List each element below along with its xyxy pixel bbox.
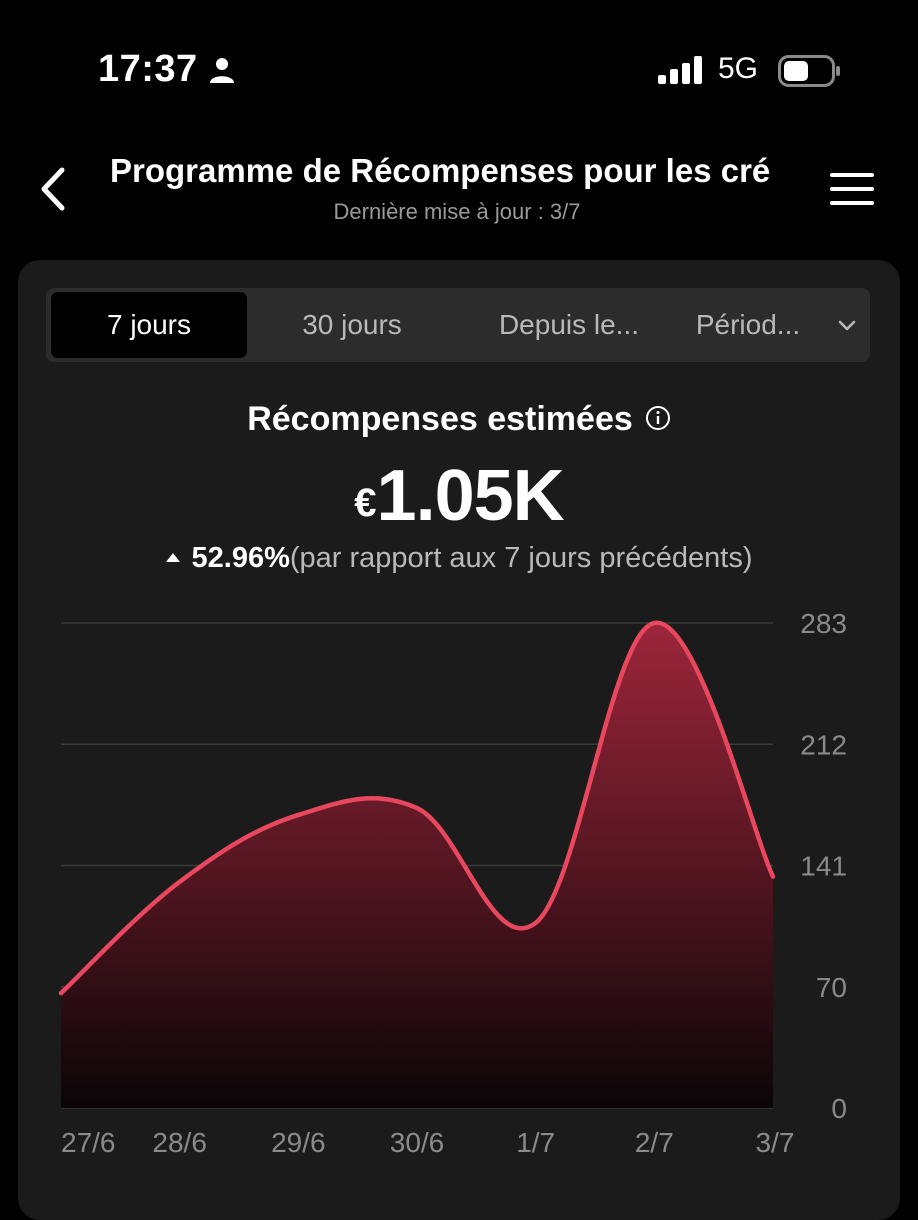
tab-period[interactable]: Périod... [695,309,801,340]
info-icon[interactable] [645,405,671,431]
metric-amount: 1.05K [376,456,565,536]
x-tick-label: 27/6 [61,1127,116,1158]
x-tick-label: 30/6 [390,1127,445,1158]
back-icon[interactable] [34,164,74,214]
signal-icon [658,56,702,84]
y-tick-label: 0 [831,1093,847,1124]
x-tick-label: 28/6 [152,1127,207,1158]
status-time: 17:37 [98,48,198,90]
period-tabs: 7 jours 30 jours Depuis le... Périod... [46,288,870,362]
person-icon [210,58,234,83]
network-type: 5G [718,52,759,85]
area-fill [61,622,773,1108]
tab-since[interactable]: Depuis le... [498,309,640,340]
rewards-area-chart: 283 212 141 70 0 27/6 28/6 29/6 30/6 1/7 2/7 3/7 [58,608,847,1158]
y-tick-label: 70 [816,972,847,1003]
y-tick-label: 141 [800,851,847,882]
page-title: Programme de Récompenses pour les cré [110,152,771,189]
metric-title: Récompenses estimées [18,400,900,439]
last-update-text: Dernière mise à jour : 3/7 [333,199,581,224]
chevron-down-icon[interactable] [836,314,858,336]
series-line [58,620,776,996]
menu-icon[interactable] [828,170,876,208]
y-tick-label: 283 [800,608,847,639]
x-tick-label: 2/7 [635,1127,674,1158]
battery-icon [778,55,840,87]
x-tick-label: 3/7 [756,1127,795,1158]
change-row: 52.96%(par rapport aux 7 jours précédent… [18,542,900,575]
status-bar: 17:37 5G [0,0,918,140]
tab-7-days[interactable]: 7 jours [51,292,247,358]
metric-value: €1.05K [18,455,900,537]
arrow-up-icon [165,552,180,562]
rewards-card: 7 jours 30 jours Depuis le... Périod... … [18,260,900,1220]
currency-symbol: € [354,481,377,525]
change-note: (par rapport aux 7 jours précédents) [289,542,753,574]
x-tick-label: 1/7 [516,1127,555,1158]
y-tick-label: 212 [800,729,847,760]
x-tick-label: 29/6 [271,1127,326,1158]
tab-30-days[interactable]: 30 jours [302,309,402,340]
change-percentage: 52.96% [191,542,290,574]
metric-title-text: Récompenses estimées [247,400,633,438]
